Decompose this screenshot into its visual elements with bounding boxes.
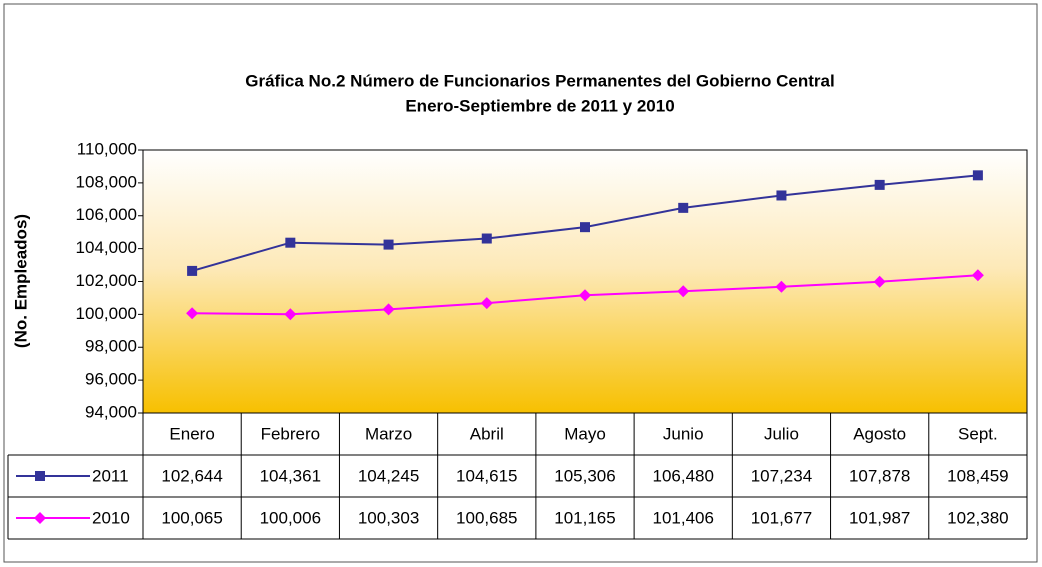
legend-label: 2011 xyxy=(92,466,129,485)
data-point xyxy=(187,265,198,276)
data-point xyxy=(579,289,591,302)
legend-marker xyxy=(35,471,45,481)
x-tick-label: Junio xyxy=(663,424,704,443)
x-tick-label: Abril xyxy=(470,424,504,443)
data-point xyxy=(775,280,788,293)
data-point xyxy=(284,308,297,321)
data-point xyxy=(678,202,689,213)
data-point xyxy=(382,303,395,316)
table-value: 107,234 xyxy=(751,466,812,485)
x-tick-label: Mayo xyxy=(564,424,606,443)
x-tick-label: Enero xyxy=(169,424,214,443)
y-tick-label: 106,000 xyxy=(76,205,137,224)
x-tick-label: Julio xyxy=(764,424,799,443)
x-tick-label: Febrero xyxy=(261,424,321,443)
table-value: 104,245 xyxy=(358,466,419,485)
y-tick-label: 98,000 xyxy=(85,337,137,356)
chart-title: Gráfica No.2 Número de Funcionarios Perm… xyxy=(245,71,834,90)
x-tick-label: Agosto xyxy=(853,424,906,443)
x-tick-label: Marzo xyxy=(365,424,412,443)
y-tick-label: 104,000 xyxy=(76,238,137,257)
table-value: 101,677 xyxy=(751,508,812,527)
data-point xyxy=(383,239,394,250)
legend-marker xyxy=(34,512,46,524)
table-value: 100,303 xyxy=(358,508,419,527)
table-value: 104,361 xyxy=(260,466,321,485)
y-tick-label: 96,000 xyxy=(85,370,137,389)
y-tick-label: 110,000 xyxy=(77,139,137,158)
table-value: 108,459 xyxy=(947,466,1008,485)
y-tick-label: 94,000 xyxy=(85,402,137,421)
table-value: 102,644 xyxy=(161,466,222,485)
data-point xyxy=(677,285,690,298)
table-value: 107,878 xyxy=(849,466,910,485)
data-point xyxy=(972,170,983,181)
table-value: 100,685 xyxy=(456,508,517,527)
data-point xyxy=(480,297,493,310)
table-value: 105,306 xyxy=(554,466,615,485)
x-tick-label: Sept. xyxy=(958,424,998,443)
y-tick-label: 108,000 xyxy=(76,172,137,191)
table-value: 100,006 xyxy=(260,508,321,527)
table-value: 101,165 xyxy=(554,508,615,527)
table-value: 101,406 xyxy=(652,508,713,527)
data-point xyxy=(873,275,886,288)
data-point xyxy=(285,237,296,248)
table-value: 101,987 xyxy=(849,508,910,527)
data-point xyxy=(481,233,492,244)
data-point xyxy=(580,222,590,233)
y-tick-label: 100,000 xyxy=(76,304,137,323)
table-value: 106,480 xyxy=(652,466,713,485)
legend-label: 2010 xyxy=(92,508,130,527)
data-point xyxy=(874,179,885,190)
data-point xyxy=(971,269,984,282)
table-value: 104,615 xyxy=(456,466,517,485)
data-point xyxy=(186,307,199,320)
y-axis-label: (No. Empleados) xyxy=(11,214,30,348)
table-value: 102,380 xyxy=(947,508,1008,527)
table-value: 100,065 xyxy=(161,508,222,527)
chart-subtitle: Enero-Septiembre de 2011 y 2010 xyxy=(405,96,674,115)
y-tick-label: 102,000 xyxy=(76,271,137,290)
data-point xyxy=(776,190,787,201)
